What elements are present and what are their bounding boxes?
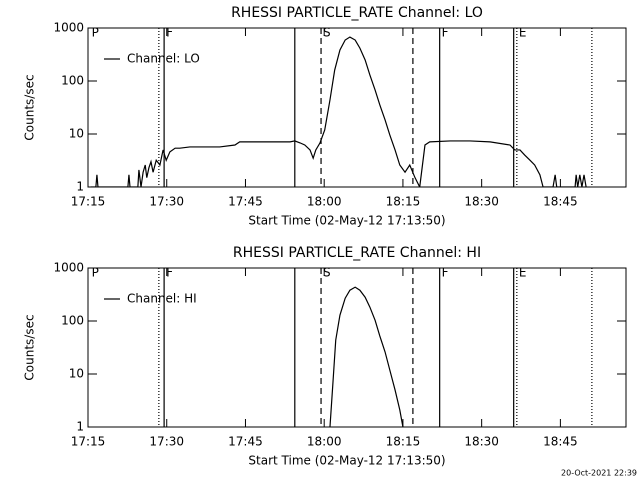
y-tick-label: 1 (76, 180, 84, 194)
plot-frame (87, 267, 627, 428)
annotation: F (166, 266, 173, 280)
y-axis-label: Counts/sec (23, 74, 37, 140)
plot-frame (87, 27, 627, 188)
chart-title: RHESSI PARTICLE_RATE Channel: LO (231, 5, 483, 21)
y-tick-label: 1 (76, 420, 84, 434)
y-axis-label: Counts/sec (23, 314, 37, 380)
x-tick-label: 18:00 (307, 435, 342, 449)
y-tick-label: 1000 (53, 21, 84, 35)
x-tick-label: 17:45 (228, 195, 263, 209)
x-tick-label: 17:15 (71, 435, 106, 449)
plot: RHESSI PARTICLE_RATE Channel: LO Start Ti… (23, 5, 627, 228)
data-line (90, 36, 587, 187)
x-tick-label: 18:30 (464, 435, 499, 449)
x-axis-label: Start Time (02-May-12 17:13:50) (248, 454, 445, 468)
annotation: F (166, 26, 173, 40)
x-tick-label: 18:45 (543, 195, 578, 209)
annotation: F (442, 266, 449, 280)
x-tick-label: 18:15 (386, 195, 421, 209)
x-tick-label: 18:30 (464, 195, 499, 209)
x-axis-label: Start Time (02-May-12 17:13:50) (248, 214, 445, 228)
y-tick-label: 100 (61, 314, 84, 328)
y-tick-label: 100 (61, 74, 84, 88)
plot: RHESSI PARTICLE_RATE Channel: HI Start Ti… (23, 245, 627, 468)
annotation: E (519, 26, 527, 40)
x-tick-label: 17:30 (149, 195, 184, 209)
chart-title: RHESSI PARTICLE_RATE Channel: HI (233, 245, 481, 261)
annotation: E (519, 266, 527, 280)
x-tick-label: 18:45 (543, 435, 578, 449)
legend-label: Channel: HI (127, 292, 197, 306)
annotation: F (442, 26, 449, 40)
x-tick-label: 18:00 (307, 195, 342, 209)
footer: 20-Oct-2021 22:39 (561, 469, 637, 478)
x-tick-label: 17:45 (228, 435, 263, 449)
x-tick-label: 17:30 (149, 435, 184, 449)
y-tick-label: 10 (69, 127, 84, 141)
annotation: P (92, 266, 99, 280)
legend-label: Channel: LO (127, 52, 200, 66)
y-tick-label: 1000 (53, 261, 84, 275)
x-tick-label: 18:15 (386, 435, 421, 449)
annotation: S (323, 26, 331, 40)
annotation: P (92, 26, 99, 40)
data-line (329, 286, 404, 427)
x-tick-label: 17:15 (71, 195, 106, 209)
annotation: S (323, 266, 331, 280)
y-tick-label: 10 (69, 367, 84, 381)
